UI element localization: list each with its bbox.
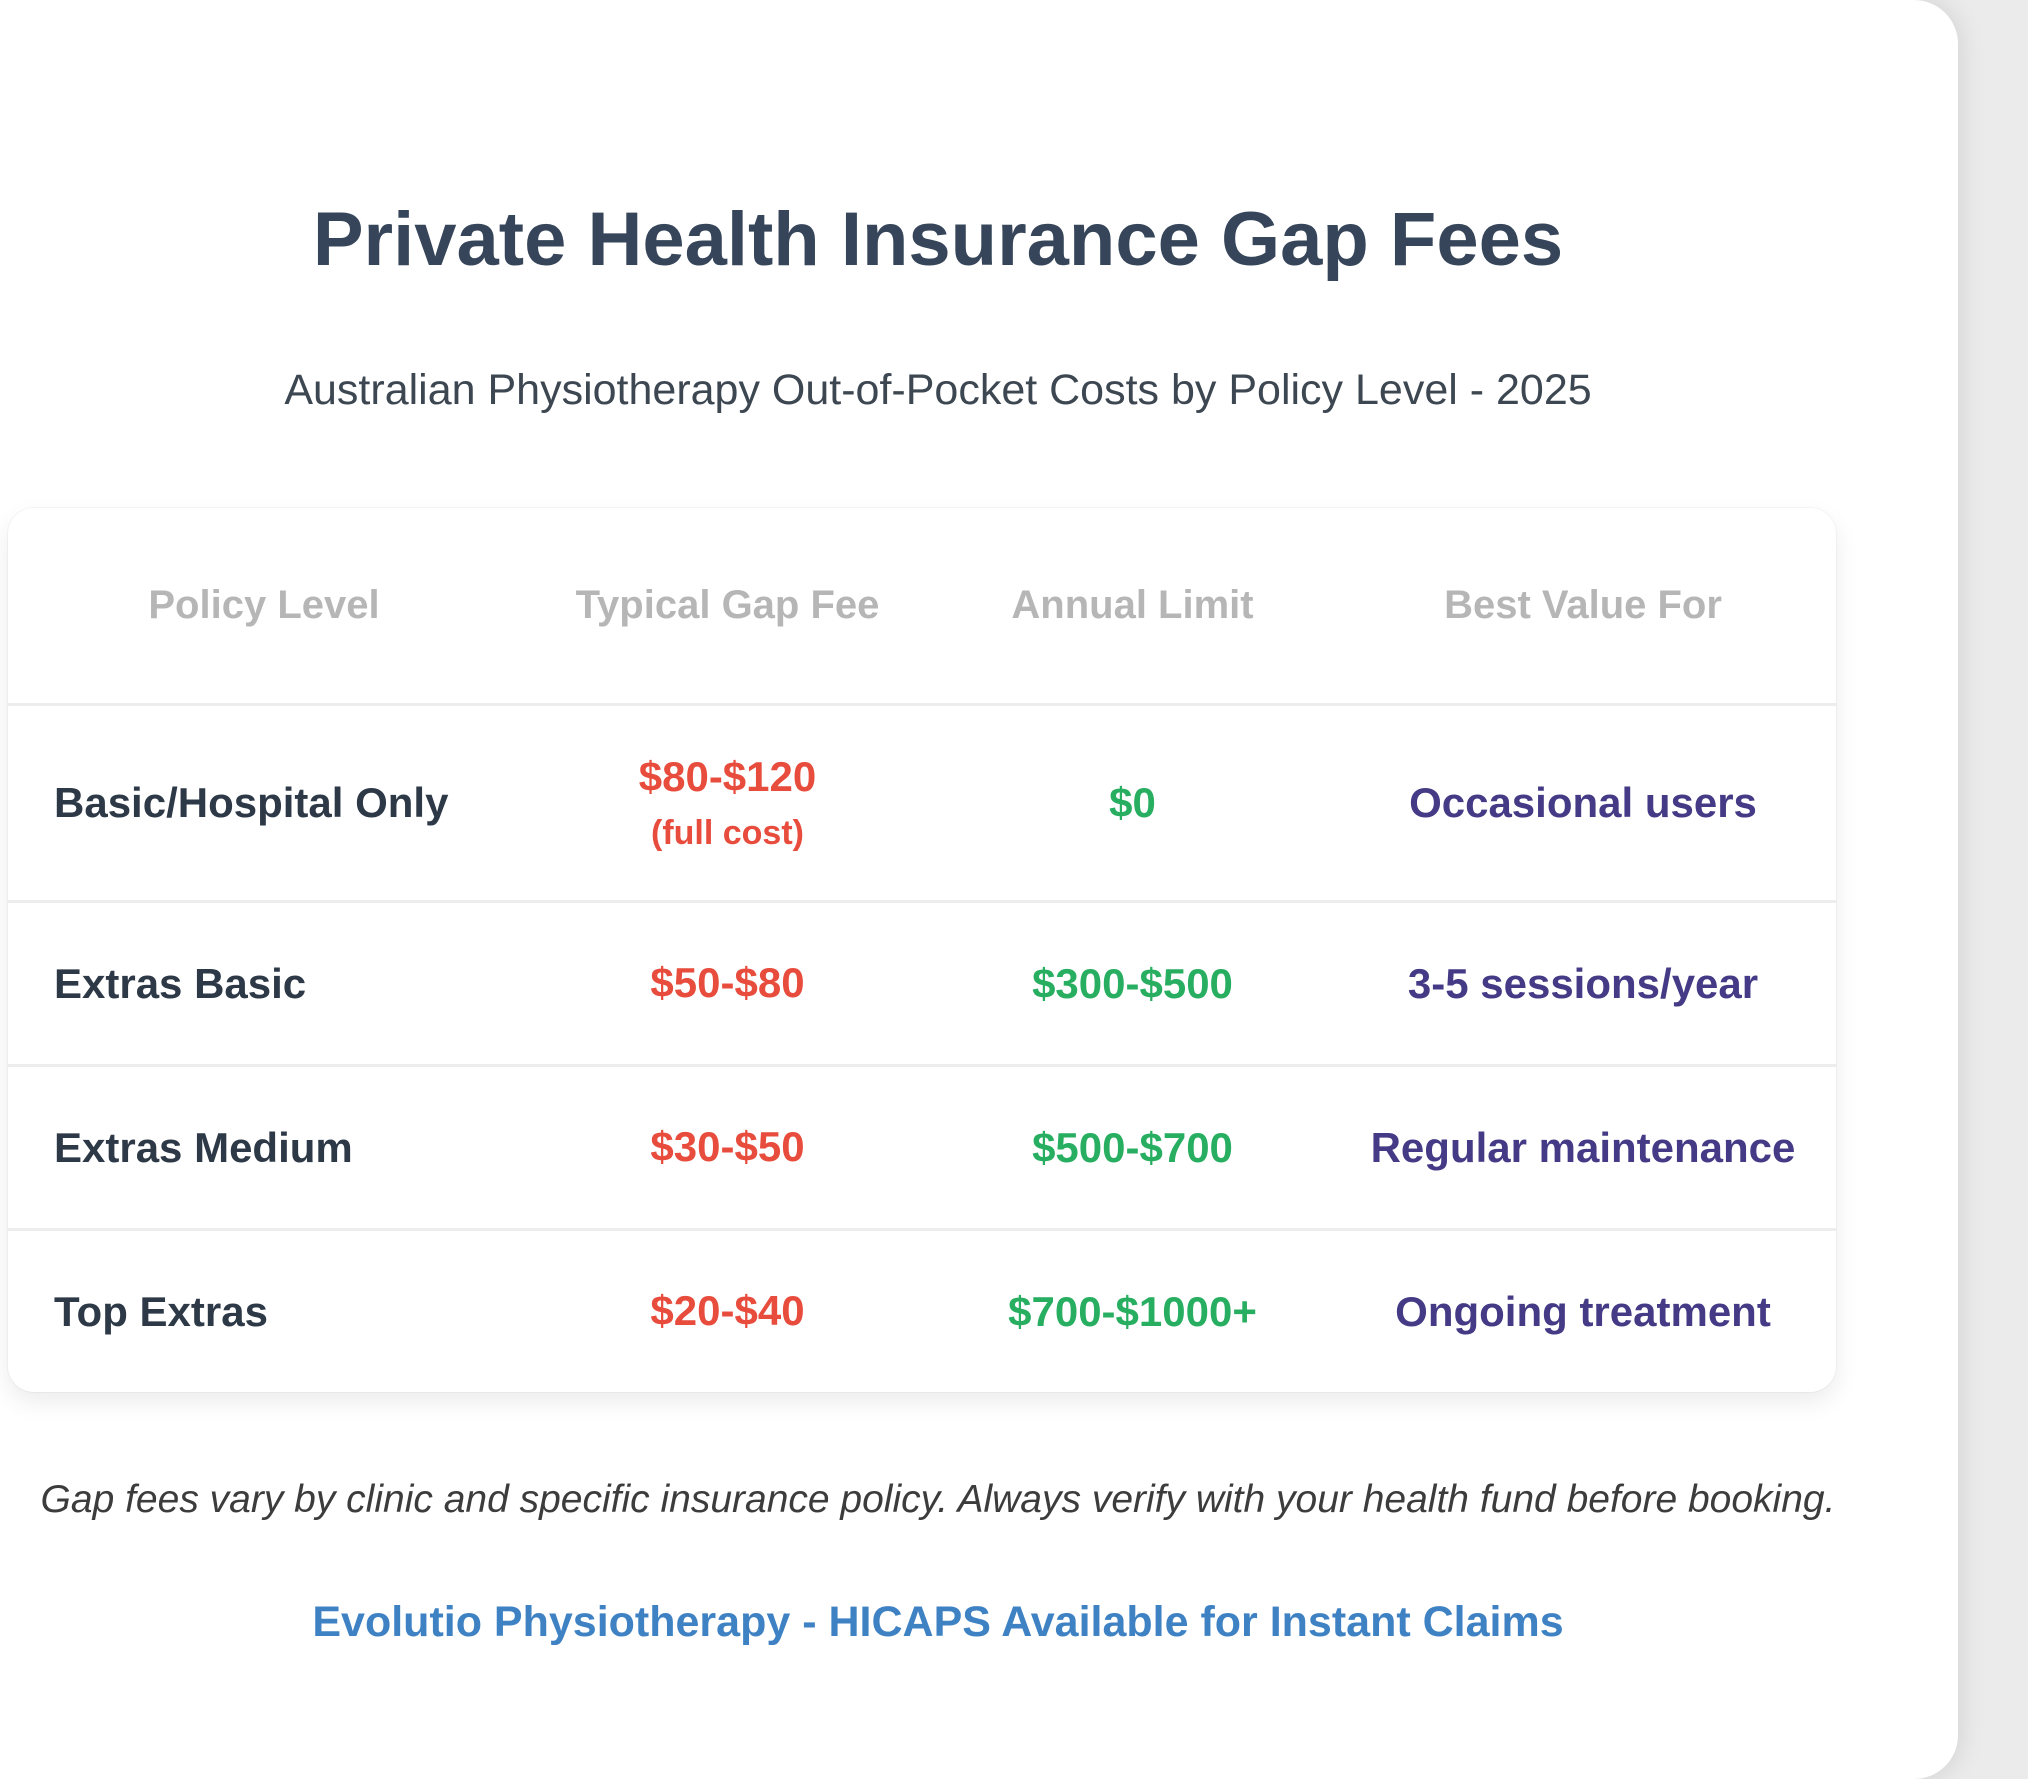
table-header-row: Policy Level Typical Gap Fee Annual Limi… (8, 508, 1836, 703)
gap-fee-cell: $30-$50 (650, 1123, 805, 1171)
gap-fee-cell: $50-$80 (650, 959, 805, 1007)
table-row: Top Extras $20-$40 $700-$1000+ Ongoing t… (8, 1228, 1836, 1392)
page-subtitle: Australian Physiotherapy Out-of-Pocket C… (284, 366, 1592, 414)
content-area: Private Health Insurance Gap Fees Austra… (8, 197, 1836, 1646)
brand-footer-text: Evolutio Physiotherapy - HICAPS Availabl… (312, 1598, 1564, 1646)
column-header-gap-fee: Typical Gap Fee (575, 583, 880, 627)
policy-level-cell: Basic/Hospital Only (54, 779, 449, 826)
gap-fee-value: $80-$120 (638, 753, 817, 801)
annual-limit-cell: $700-$1000+ (1008, 1287, 1257, 1335)
gap-fee-cell: $80-$120 (full cost) (520, 753, 935, 852)
column-header-best-value: Best Value For (1444, 583, 1722, 627)
column-header-policy-level: Policy Level (148, 583, 380, 627)
table-row: Extras Medium $30-$50 $500-$700 Regular … (8, 1064, 1836, 1228)
table-row: Extras Basic $50-$80 $300-$500 3-5 sessi… (8, 900, 1836, 1064)
annual-limit-cell: $500-$700 (1032, 1123, 1233, 1171)
best-value-cell: Occasional users (1409, 779, 1757, 826)
gap-fee-note: (full cost) (651, 813, 804, 852)
best-value-cell: Regular maintenance (1370, 1123, 1796, 1171)
best-value-cell: Ongoing treatment (1395, 1287, 1771, 1335)
policy-level-cell: Extras Basic (54, 959, 307, 1007)
gap-fee-cell: $20-$40 (650, 1287, 805, 1335)
annual-limit-cell: $300-$500 (1032, 959, 1233, 1007)
page-title: Private Health Insurance Gap Fees (312, 197, 1564, 282)
annual-limit-cell: $0 (1109, 779, 1156, 826)
disclaimer-text: Gap fees vary by clinic and specific ins… (40, 1478, 1836, 1521)
policy-level-cell: Top Extras (54, 1287, 268, 1335)
column-header-annual-limit: Annual Limit (1011, 583, 1254, 627)
gap-fees-table: Policy Level Typical Gap Fee Annual Limi… (8, 508, 1836, 1392)
policy-level-cell: Extras Medium (54, 1123, 353, 1171)
table-row: Basic/Hospital Only $80-$120 (full cost)… (8, 703, 1836, 900)
page-card: Private Health Insurance Gap Fees Austra… (0, 0, 1958, 1779)
best-value-cell: 3-5 sessions/year (1407, 959, 1759, 1007)
